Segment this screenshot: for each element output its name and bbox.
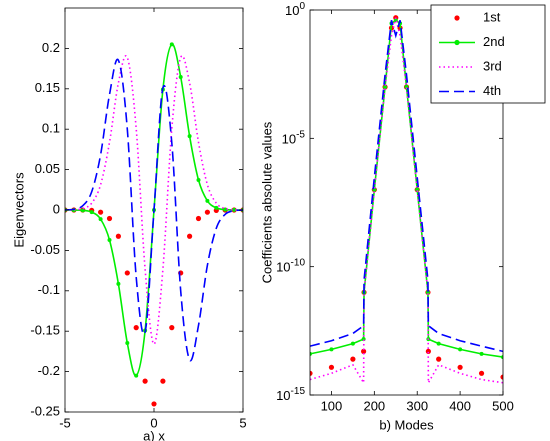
- x-axis-label: a) x: [143, 428, 165, 441]
- x-tick-label: 300: [406, 398, 428, 413]
- data-point: [425, 290, 430, 295]
- y-tick-label: 100: [285, 1, 305, 19]
- legend-label: 4th: [483, 83, 501, 98]
- x-tick-label: 0: [150, 415, 157, 430]
- data-point: [478, 370, 485, 376]
- x-tick-label: 400: [449, 398, 471, 413]
- data-point: [479, 351, 484, 356]
- data-point: [214, 205, 219, 210]
- x-axis-label: b) Modes: [379, 417, 434, 432]
- y-tick-label: -0.15: [30, 323, 60, 338]
- data-point: [169, 42, 174, 47]
- y-tick-label: -0.25: [30, 403, 60, 418]
- data-point: [415, 187, 420, 192]
- series-group: [65, 42, 243, 407]
- y-tick-label: 0.15: [35, 80, 60, 95]
- data-point: [115, 233, 121, 239]
- y-tick-label: 0.2: [42, 40, 60, 55]
- legend-label: 1st: [483, 9, 501, 24]
- data-point: [328, 364, 335, 370]
- data-point: [195, 215, 202, 222]
- data-point: [169, 325, 175, 331]
- data-point: [425, 348, 431, 354]
- data-point: [187, 134, 192, 139]
- data-point: [80, 208, 85, 213]
- data-point: [116, 281, 121, 286]
- data-point: [436, 356, 442, 362]
- series-line: [65, 55, 243, 345]
- y-tick-label: -0.1: [38, 282, 60, 297]
- data-point: [178, 75, 183, 80]
- data-point: [142, 378, 148, 384]
- data-point: [383, 85, 388, 89]
- data-point: [98, 217, 103, 222]
- y-axis-label: Coefficients absolute values: [259, 121, 274, 283]
- data-point: [160, 378, 166, 384]
- x-tick-label: 500: [492, 398, 514, 413]
- series-group: [310, 15, 503, 386]
- y-tick-label: -0.2: [38, 363, 60, 378]
- data-point: [501, 355, 503, 360]
- x-tick-label: 200: [363, 398, 385, 413]
- legend: 1st 2nd 3rd 4th: [430, 4, 546, 104]
- data-point: [350, 341, 355, 346]
- data-point: [361, 348, 367, 354]
- data-point: [196, 178, 201, 183]
- axes-frame: [309, 9, 504, 396]
- y-tick-label: 0.05: [35, 161, 60, 176]
- data-point: [350, 356, 356, 362]
- data-point: [457, 364, 463, 370]
- data-point: [124, 270, 130, 276]
- data-point: [89, 210, 94, 215]
- legend-box: [430, 4, 546, 104]
- data-point: [310, 351, 312, 356]
- legend-marker: [454, 39, 460, 46]
- data-point: [310, 370, 313, 376]
- x-tick-label: 100: [321, 398, 343, 413]
- data-point: [458, 347, 463, 352]
- data-point: [223, 207, 228, 212]
- data-point: [98, 209, 104, 215]
- data-point: [187, 233, 193, 239]
- series-line: [65, 58, 243, 362]
- data-point: [134, 373, 139, 378]
- axes: 100 200 300 400 500 100 10-5 10-10 10-15 b) Modes…: [259, 1, 513, 433]
- y-axis-label: Eigenvectors: [11, 172, 26, 248]
- series-line: [310, 19, 503, 353]
- data-point: [232, 207, 237, 212]
- y-tick-label: 10-5: [282, 129, 306, 147]
- y-tick-label: 10-15: [276, 386, 305, 404]
- data-point: [204, 209, 210, 215]
- series-line: [310, 17, 503, 386]
- y-tick-label: 0.1: [42, 121, 60, 136]
- data-point: [106, 215, 113, 222]
- axes: -5 0 5 -0.25 -0.2 -0.15 -0.1 -0.05 0 0.05 0.1 0.15 0…: [11, 7, 247, 441]
- x-tick-label: -5: [59, 415, 71, 430]
- data-point: [125, 340, 130, 345]
- data-point: [205, 198, 210, 203]
- data-point: [133, 325, 139, 331]
- data-point: [436, 341, 441, 346]
- data-point: [151, 401, 157, 407]
- legend-label: 2nd: [483, 34, 505, 49]
- data-point: [329, 347, 334, 352]
- y-tick-label: 0: [53, 201, 60, 216]
- legend-marker: [454, 15, 460, 21]
- y-tick-label: -0.05: [30, 242, 60, 257]
- data-point: [500, 374, 503, 380]
- x-tick-label: 5: [239, 415, 246, 430]
- data-point: [107, 237, 112, 242]
- legend-label: 3rd: [483, 58, 502, 73]
- y-tick-label: 10-10: [276, 257, 305, 275]
